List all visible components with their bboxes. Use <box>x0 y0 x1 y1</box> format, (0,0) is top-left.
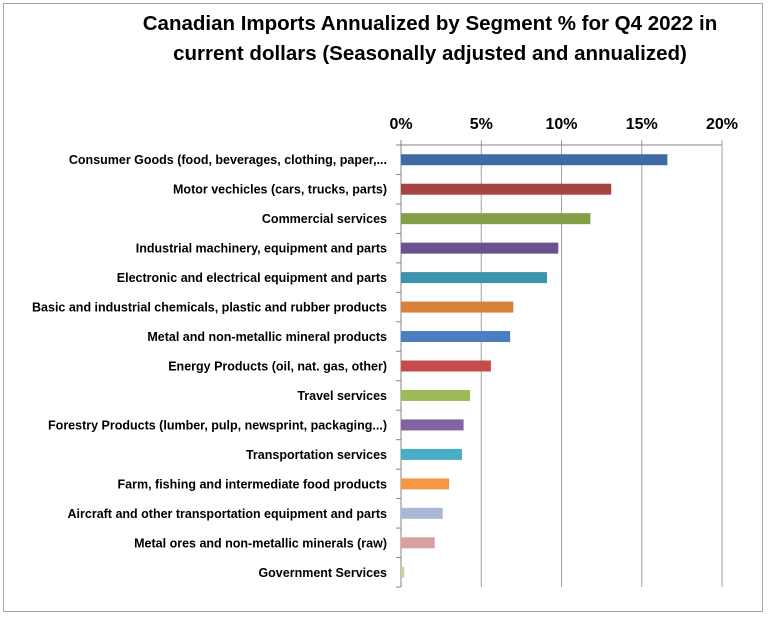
bar <box>401 537 435 549</box>
bar <box>401 478 450 490</box>
bar <box>401 242 559 254</box>
chart-title-line-1: Canadian Imports Annualized by Segment %… <box>142 12 718 35</box>
category-label: Forestry Products (lumber, pulp, newspri… <box>48 418 387 432</box>
bar <box>401 507 443 519</box>
bar <box>401 448 462 460</box>
category-label: Motor vechicles (cars, trucks, parts) <box>173 183 387 197</box>
category-label: Travel services <box>297 389 387 403</box>
bar <box>401 213 591 225</box>
category-label: Basic and industrial chemicals, plastic … <box>32 301 387 315</box>
bar <box>401 419 464 431</box>
category-label: Energy Products (oil, nat. gas, other) <box>168 360 387 374</box>
chart-title-line-2: current dollars (Seasonally adjusted and… <box>173 42 687 65</box>
category-label: Government Services <box>258 566 387 580</box>
bar <box>401 360 491 372</box>
chart-frame <box>3 3 763 612</box>
bar <box>401 272 548 284</box>
category-label: Electronic and electrical equipment and … <box>117 271 387 285</box>
category-label: Transportation services <box>246 448 387 462</box>
category-label: Aircraft and other transportation equipm… <box>68 507 388 521</box>
category-label: Commercial services <box>262 212 387 226</box>
bar <box>401 154 668 166</box>
category-label: Metal and non-metallic mineral products <box>147 330 387 344</box>
bar <box>401 183 612 195</box>
bar <box>401 389 471 401</box>
bar <box>401 331 511 343</box>
x-tick-label: 5% <box>470 116 493 133</box>
category-label: Consumer Goods (food, beverages, clothin… <box>69 153 387 167</box>
x-tick-label: 10% <box>545 116 577 133</box>
bar <box>401 301 514 313</box>
x-tick-label: 20% <box>706 116 738 133</box>
bar <box>401 566 405 578</box>
x-tick-label: 0% <box>389 116 412 133</box>
category-label: Metal ores and non-metallic minerals (ra… <box>134 536 387 550</box>
category-label: Farm, fishing and intermediate food prod… <box>118 477 388 491</box>
x-tick-label: 15% <box>626 116 658 133</box>
category-label: Industrial machinery, equipment and part… <box>136 242 387 256</box>
